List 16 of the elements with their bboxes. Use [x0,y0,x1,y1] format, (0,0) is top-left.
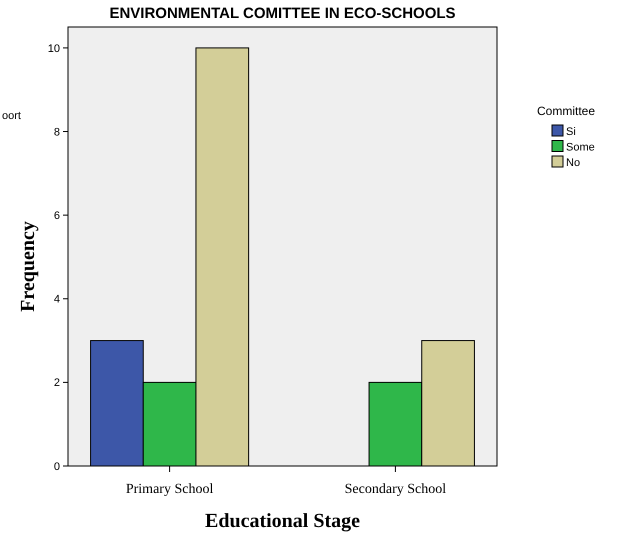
legend-title: Committee [537,104,596,118]
chart-title: ENVIRONMENTAL COMITTEE IN ECO-SCHOOLS [109,5,456,22]
y-tick-label: 4 [54,294,60,306]
legend-label: Si [566,126,576,138]
legend-label: Some [566,141,595,154]
y-tick-label: 8 [54,126,60,138]
y-tick-label: 2 [54,377,60,390]
y-tick-label: 0 [54,460,60,473]
y-tick-label: 6 [54,210,60,222]
x-tick-label: Primary School [126,482,214,497]
legend-label: No [566,156,580,169]
x-tick-label: Secondary School [344,482,446,497]
x-axis-title: Educational Stage [204,510,360,532]
y-axis-title: Frequency [17,221,39,312]
y-tick-label: 10 [48,42,60,55]
text: oort [2,110,21,122]
